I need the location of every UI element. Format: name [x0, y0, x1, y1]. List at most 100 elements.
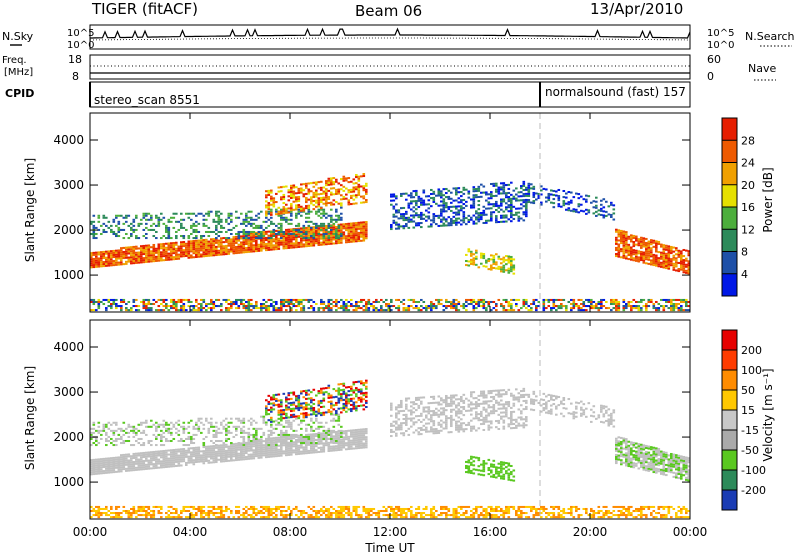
range-gate-cell	[102, 302, 106, 306]
range-gate-cell	[292, 441, 296, 444]
range-gate-cell	[315, 302, 318, 306]
range-gate-cell	[275, 213, 278, 216]
range-gate-cell	[192, 222, 196, 225]
range-gate-cell	[257, 442, 261, 445]
range-gate-cell	[192, 252, 196, 255]
range-gate-cell	[317, 214, 321, 217]
range-gate-cell	[517, 199, 521, 202]
range-gate-cell	[202, 255, 206, 258]
range-gate-cell	[485, 265, 488, 268]
range-gate-cell	[482, 205, 486, 208]
range-gate-cell	[120, 214, 123, 217]
range-gate-cell	[255, 244, 258, 247]
range-gate-cell	[222, 251, 226, 254]
range-gate-cell	[437, 214, 441, 217]
range-gate-cell	[245, 442, 248, 445]
range-gate-cell	[582, 300, 586, 303]
range-gate-cell	[510, 203, 513, 206]
range-gate-cell	[497, 267, 501, 270]
range-gate-cell	[442, 198, 446, 201]
range-gate-cell	[355, 300, 358, 303]
range-gate-cell	[317, 433, 321, 436]
range-gate-cell	[482, 209, 486, 212]
range-gate-cell	[125, 214, 128, 217]
range-gate-cell	[282, 185, 286, 188]
range-gate-cell	[237, 456, 241, 459]
range-gate-cell	[395, 227, 398, 230]
range-gate-cell	[337, 216, 341, 219]
range-gate-cell	[97, 466, 101, 469]
range-gate-cell	[647, 248, 651, 251]
range-gate-cell	[282, 442, 286, 445]
range-gate-cell	[387, 307, 391, 310]
range-gate-cell	[162, 259, 166, 262]
range-gate-cell	[210, 449, 213, 452]
range-gate-cell	[237, 452, 241, 455]
range-gate-cell	[477, 185, 481, 188]
range-gate-cell	[592, 300, 596, 303]
range-gate-cell	[562, 189, 566, 193]
range-gate-cell	[395, 307, 398, 310]
range-gate-cell	[102, 457, 106, 460]
range-gate-cell	[157, 433, 161, 436]
range-gate-cell	[607, 205, 611, 208]
range-gate-cell	[485, 199, 488, 202]
range-gate-cell	[182, 302, 186, 306]
range-gate-cell	[292, 429, 296, 432]
range-gate-cell	[282, 230, 286, 233]
range-gate-cell	[340, 216, 343, 219]
range-gate-cell	[260, 230, 263, 233]
range-gate-cell	[147, 228, 151, 231]
range-gate-cell	[157, 255, 161, 258]
range-gate-cell	[282, 239, 286, 242]
range-gate-cell	[97, 220, 101, 223]
range-gate-cell	[630, 258, 633, 261]
range-gate-cell	[625, 245, 628, 248]
range-gate-cell	[440, 220, 443, 223]
range-gate-cell	[340, 188, 343, 191]
range-gate-cell	[670, 300, 673, 303]
range-gate-cell	[137, 255, 141, 258]
range-gate-cell	[445, 218, 448, 221]
range-gate-cell	[310, 235, 313, 238]
range-gate-cell	[240, 212, 243, 215]
range-gate-cell	[167, 254, 171, 257]
range-gate-cell	[105, 309, 108, 312]
range-gate-cell	[135, 439, 138, 443]
range-gate-cell	[187, 248, 191, 251]
range-gate-cell	[322, 231, 326, 234]
range-gate-cell	[387, 302, 391, 306]
range-gate-cell	[190, 254, 193, 257]
range-gate-cell	[260, 448, 263, 451]
range-gate-cell	[650, 263, 653, 266]
range-gate-cell	[92, 471, 96, 474]
sky-noise-series	[90, 27, 691, 39]
range-gate-cell	[147, 451, 151, 454]
range-gate-cell	[135, 454, 138, 457]
range-gate-cell	[330, 236, 333, 239]
range-gate-cell	[210, 457, 213, 460]
range-gate-cell	[192, 248, 196, 251]
range-gate-cell	[175, 454, 178, 457]
range-gate-cell	[652, 239, 656, 242]
range-gate-cell	[300, 446, 303, 449]
range-gate-cell	[427, 305, 431, 308]
range-gate-cell	[657, 309, 661, 312]
range-gate-cell	[302, 307, 306, 310]
range-gate-cell	[115, 470, 118, 473]
range-gate-cell	[97, 462, 101, 465]
range-gate-cell	[315, 417, 318, 420]
range-gate-cell	[512, 258, 516, 261]
range-gate-cell	[292, 433, 296, 436]
range-gate-cell	[257, 439, 261, 443]
range-gate-cell	[270, 439, 273, 443]
range-gate-cell	[352, 443, 356, 446]
range-gate-cell	[357, 179, 361, 182]
range-gate-cell	[672, 250, 676, 253]
range-gate-cell	[225, 218, 228, 221]
range-gate-cell	[195, 214, 198, 217]
range-gate-cell	[477, 212, 481, 215]
range-gate-cell	[215, 450, 218, 453]
range-gate-cell	[97, 468, 101, 471]
range-gate-cell	[557, 305, 561, 308]
